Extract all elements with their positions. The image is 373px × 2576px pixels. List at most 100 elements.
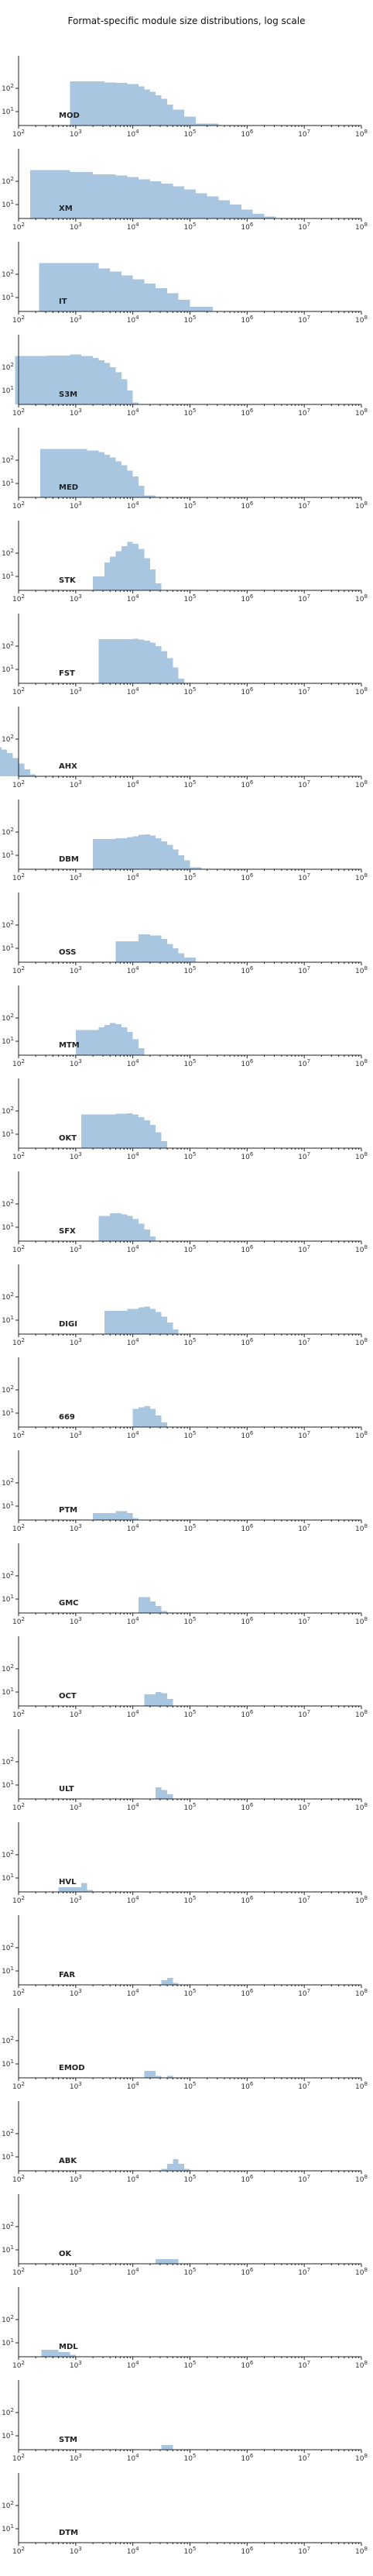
bar: [149, 1408, 156, 1427]
x-tick-label: 105: [184, 315, 197, 325]
x-tick-label: 106: [241, 2360, 253, 2370]
bar: [139, 639, 145, 683]
bar: [166, 2164, 173, 2171]
bar: [144, 834, 150, 869]
panel-ult: 101 102 102 103 104 105 106 107 108 ULT: [2, 1729, 368, 1812]
x-tick-label: 105: [184, 1709, 197, 1719]
x-tick-label: 106: [241, 1430, 253, 1440]
x-tick-label: 107: [298, 1523, 310, 1533]
y-tick-label: 102: [2, 1663, 14, 1673]
x-tick-label: 103: [70, 872, 82, 882]
bar: [70, 2354, 76, 2357]
bar: [184, 2168, 190, 2171]
x-tick-label: 104: [127, 1709, 139, 1719]
x-tick-label: 104: [127, 965, 139, 975]
x-tick-label: 103: [70, 1244, 82, 1254]
x-tick-label: 108: [355, 129, 368, 139]
x-tick-label: 105: [184, 500, 197, 511]
x-tick-label: 102: [12, 686, 25, 696]
x-tick-label: 106: [241, 500, 253, 511]
bar: [87, 450, 99, 497]
bar: [139, 934, 150, 962]
bar: [132, 638, 139, 683]
bar: [184, 860, 190, 869]
x-tick-label: 102: [12, 2453, 25, 2463]
x-tick-label: 102: [12, 1895, 25, 1905]
bar: [149, 1236, 156, 1241]
bar: [144, 558, 150, 590]
x-tick-label: 108: [355, 500, 368, 511]
x-tick-label: 105: [184, 1337, 197, 1347]
x-tick-label: 107: [298, 872, 310, 882]
x-tick-label: 107: [298, 1616, 310, 1626]
y-tick-label: 101: [2, 1315, 14, 1325]
bar: [149, 569, 156, 590]
y-tick-label: 102: [2, 455, 14, 465]
x-tick-label: 106: [241, 1988, 253, 1998]
x-tick-label: 107: [298, 222, 310, 232]
bar: [81, 356, 93, 404]
bar: [139, 1116, 145, 1148]
bar: [24, 769, 30, 776]
bar: [161, 1316, 167, 1334]
x-tick-label: 107: [298, 2081, 310, 2091]
panel-label: DBM: [59, 855, 79, 864]
bar: [139, 1223, 145, 1241]
y-tick-label: 101: [2, 850, 14, 860]
y-tick-label: 102: [2, 2407, 14, 2417]
bar: [121, 1027, 128, 1055]
x-tick-label: 103: [70, 1895, 82, 1905]
x-tick-label: 107: [298, 2267, 310, 2277]
bar: [178, 855, 185, 869]
y-tick-label: 101: [2, 2058, 14, 2069]
bar: [178, 299, 190, 311]
bar: [0, 747, 2, 776]
bar: [92, 358, 99, 404]
x-tick-label: 104: [127, 408, 139, 418]
x-tick-label: 103: [70, 2174, 82, 2184]
panel-label: GMC: [59, 1599, 79, 1608]
bar: [132, 476, 139, 497]
panel-label: MTM: [59, 1041, 80, 1050]
bar: [144, 1694, 156, 1706]
bar: [156, 1787, 162, 1799]
x-tick-label: 106: [241, 1058, 253, 1068]
x-tick-label: 102: [12, 500, 25, 511]
x-tick-label: 104: [127, 1802, 139, 1812]
panel-label: XM: [59, 205, 73, 213]
panel-okt: 101 102 102 103 104 105 106 107 108 OKT: [2, 1078, 368, 1161]
x-tick-label: 106: [241, 408, 253, 418]
x-tick-label: 106: [241, 129, 253, 139]
panel-ok: 101 102 102 103 104 105 106 107 108 OK: [2, 2194, 368, 2277]
y-tick-label: 101: [2, 1129, 14, 1139]
panel-label: EMOD: [59, 2064, 85, 2072]
y-tick-label: 101: [2, 1594, 14, 1604]
bar: [161, 1611, 167, 1613]
bar: [121, 1214, 128, 1241]
panel-label: OCT: [59, 1692, 77, 1701]
x-tick-label: 106: [241, 2174, 253, 2184]
x-tick-label: 102: [12, 1616, 25, 1626]
bar: [98, 452, 104, 497]
bar: [184, 116, 196, 126]
x-tick-label: 104: [127, 1895, 139, 1905]
panel-it: 101 102 102 103 104 105 106 107 108 IT: [2, 242, 368, 325]
x-tick-label: 106: [241, 1523, 253, 1533]
bar: [144, 641, 150, 683]
panel-label: MED: [59, 483, 78, 492]
bar: [264, 216, 276, 218]
y-tick-label: 101: [2, 199, 14, 209]
x-tick-label: 108: [355, 1151, 368, 1161]
panel-mdl: 101 102 102 103 104 105 106 107 108 MDL: [2, 2287, 368, 2370]
bar: [144, 2071, 156, 2078]
bar: [132, 402, 139, 404]
panel-hvl: 101 102 102 103 104 105 106 107 108 HVL: [2, 1822, 368, 1905]
panel-xm: 101 102 102 103 104 105 106 107 108 XM: [2, 149, 368, 232]
y-tick-label: 102: [2, 2500, 14, 2510]
bar: [144, 495, 156, 497]
x-tick-label: 104: [127, 222, 139, 232]
bar: [12, 758, 19, 776]
x-tick-label: 107: [298, 1058, 310, 1068]
x-tick-label: 105: [184, 1151, 197, 1161]
